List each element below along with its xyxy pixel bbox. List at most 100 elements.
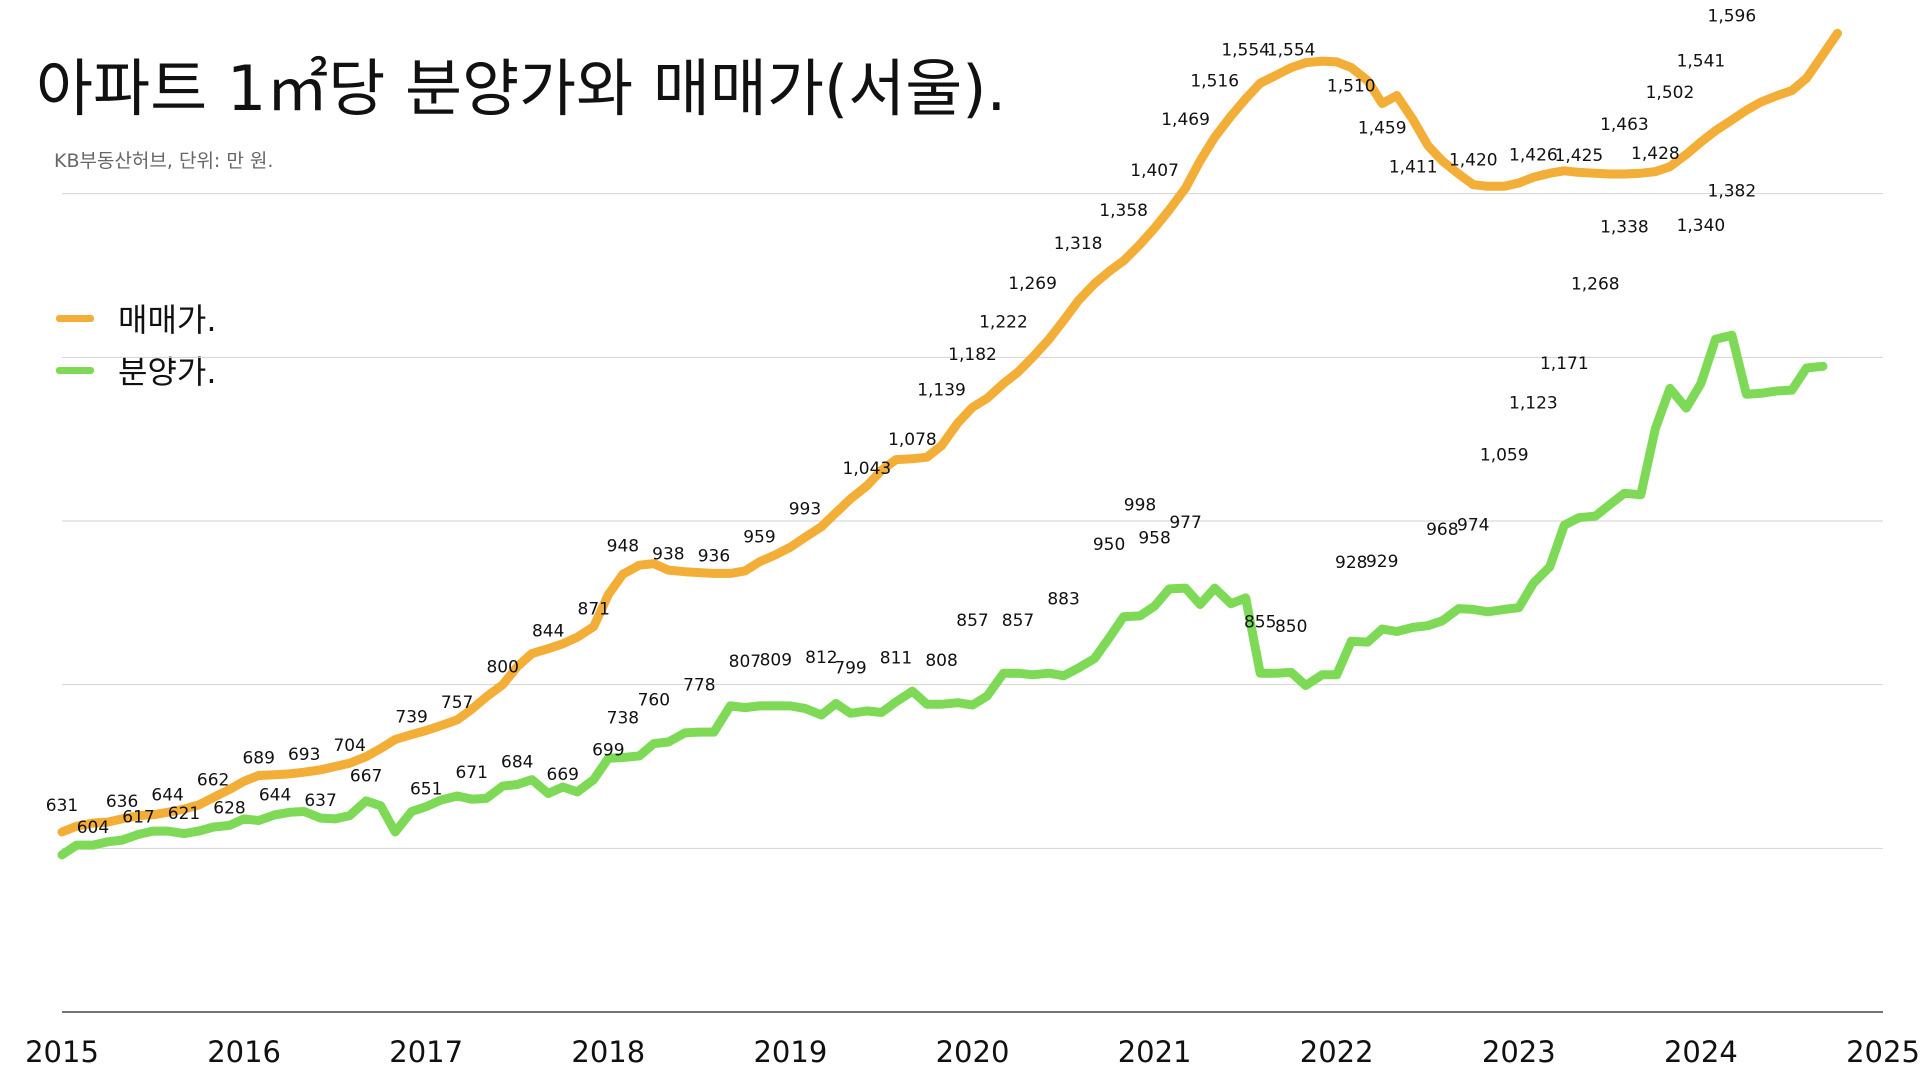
data-label: 689 xyxy=(242,749,274,769)
data-label: 938 xyxy=(652,545,684,565)
data-label: 948 xyxy=(607,537,639,557)
data-label: 667 xyxy=(350,767,382,787)
data-label: 644 xyxy=(151,785,183,805)
data-label: 1,510 xyxy=(1327,77,1376,97)
x-tick-label: 2023 xyxy=(1482,1035,1556,1069)
data-label: 644 xyxy=(259,785,291,805)
legend-swatch-presale-price xyxy=(56,366,94,374)
data-label: 1,541 xyxy=(1677,51,1726,71)
data-label: 1,123 xyxy=(1509,393,1558,413)
data-label: 993 xyxy=(789,500,821,520)
data-label: 958 xyxy=(1138,528,1170,548)
data-label: 811 xyxy=(880,649,912,669)
series-line-0 xyxy=(57,28,1842,837)
data-label: 669 xyxy=(547,765,579,785)
data-label: 757 xyxy=(441,693,473,713)
data-label: 1,139 xyxy=(917,380,966,400)
x-tick-label: 2021 xyxy=(1118,1035,1192,1069)
data-label: 739 xyxy=(395,708,427,728)
data-label: 1,426 xyxy=(1509,145,1558,165)
data-label: 1,463 xyxy=(1600,115,1649,135)
data-label: 671 xyxy=(455,763,487,783)
data-label: 1,268 xyxy=(1571,275,1620,295)
data-label: 974 xyxy=(1457,515,1489,535)
data-label: 662 xyxy=(197,771,229,791)
x-tick-label: 2025 xyxy=(1846,1035,1920,1069)
x-tick-label: 2020 xyxy=(936,1035,1010,1069)
data-label: 1,318 xyxy=(1054,234,1103,254)
data-label: 704 xyxy=(333,736,365,756)
data-label: 1,596 xyxy=(1708,6,1757,26)
chart-subtitle: KB부동산허브, 단위: 만 원. xyxy=(54,150,274,172)
data-label: 850 xyxy=(1275,617,1307,637)
data-label: 1,469 xyxy=(1161,110,1210,130)
data-label: 928 xyxy=(1335,553,1367,573)
data-label: 857 xyxy=(1002,611,1034,631)
data-label: 929 xyxy=(1366,552,1398,572)
data-label: 1,420 xyxy=(1449,150,1498,170)
data-label: 1,428 xyxy=(1631,144,1680,164)
data-label: 1,382 xyxy=(1708,181,1757,201)
data-label: 1,269 xyxy=(1008,274,1057,294)
data-label: 1,340 xyxy=(1677,216,1726,236)
x-tick-label: 2024 xyxy=(1664,1035,1738,1069)
data-label: 1,407 xyxy=(1130,161,1179,181)
data-label: 1,459 xyxy=(1358,118,1407,138)
data-label: 800 xyxy=(486,658,518,678)
legend-swatch-sale-price xyxy=(56,314,94,322)
data-label: 950 xyxy=(1093,535,1125,555)
data-label: 1,502 xyxy=(1646,83,1695,103)
data-label: 636 xyxy=(106,792,138,812)
data-label: 1,554 xyxy=(1221,41,1270,61)
data-label: 1,171 xyxy=(1540,354,1589,374)
x-tick-label: 2015 xyxy=(25,1035,99,1069)
data-label: 699 xyxy=(592,740,624,760)
data-label: 871 xyxy=(578,600,610,620)
x-tick-label: 2017 xyxy=(389,1035,463,1069)
legend-item-sale-price: 매매가. xyxy=(56,292,217,344)
data-label: 617 xyxy=(122,807,154,827)
series-line-1 xyxy=(57,330,1828,860)
data-label: 959 xyxy=(743,528,775,548)
data-label: 1,338 xyxy=(1600,217,1649,237)
data-label: 799 xyxy=(834,658,866,678)
data-label: 1,059 xyxy=(1480,446,1529,466)
data-label: 1,222 xyxy=(979,312,1028,332)
data-label: 936 xyxy=(698,546,730,566)
data-label: 855 xyxy=(1244,613,1276,633)
data-label: 1,182 xyxy=(948,345,997,365)
data-label: 1,411 xyxy=(1389,158,1438,178)
x-tick-label: 2018 xyxy=(571,1035,645,1069)
x-tick-label: 2019 xyxy=(753,1035,827,1069)
data-label: 1,078 xyxy=(888,430,937,450)
data-label: 1,358 xyxy=(1099,201,1148,221)
data-label: 977 xyxy=(1169,513,1201,533)
data-label: 807 xyxy=(729,652,761,672)
data-label: 1,425 xyxy=(1555,146,1604,166)
data-label: 809 xyxy=(760,650,792,670)
data-label: 684 xyxy=(501,753,533,773)
data-label: 637 xyxy=(304,791,336,811)
data-label: 651 xyxy=(410,780,442,800)
data-label: 883 xyxy=(1047,590,1079,610)
x-tick-label: 2016 xyxy=(207,1035,281,1069)
data-label: 778 xyxy=(683,676,715,696)
legend-label-sale-price: 매매가. xyxy=(118,301,217,339)
legend-item-presale-price: 분양가. xyxy=(56,344,217,396)
data-label: 1,554 xyxy=(1267,41,1316,61)
data-label: 968 xyxy=(1426,520,1458,540)
chart-legend: 매매가. 분양가. xyxy=(56,292,217,396)
data-label: 844 xyxy=(532,622,564,642)
data-label: 631 xyxy=(46,796,78,816)
legend-label-presale-price: 분양가. xyxy=(118,353,217,391)
data-label: 604 xyxy=(77,818,109,838)
data-label: 621 xyxy=(168,804,200,824)
data-label: 812 xyxy=(805,648,837,668)
data-label: 1,516 xyxy=(1190,72,1239,92)
chart-title: 아파트 1㎡당 분양가와 매매가(서울). xyxy=(36,52,1007,125)
data-label: 998 xyxy=(1124,496,1156,516)
data-label: 857 xyxy=(956,611,988,631)
data-label: 808 xyxy=(925,651,957,671)
x-tick-label: 2022 xyxy=(1300,1035,1374,1069)
data-label: 693 xyxy=(288,745,320,765)
